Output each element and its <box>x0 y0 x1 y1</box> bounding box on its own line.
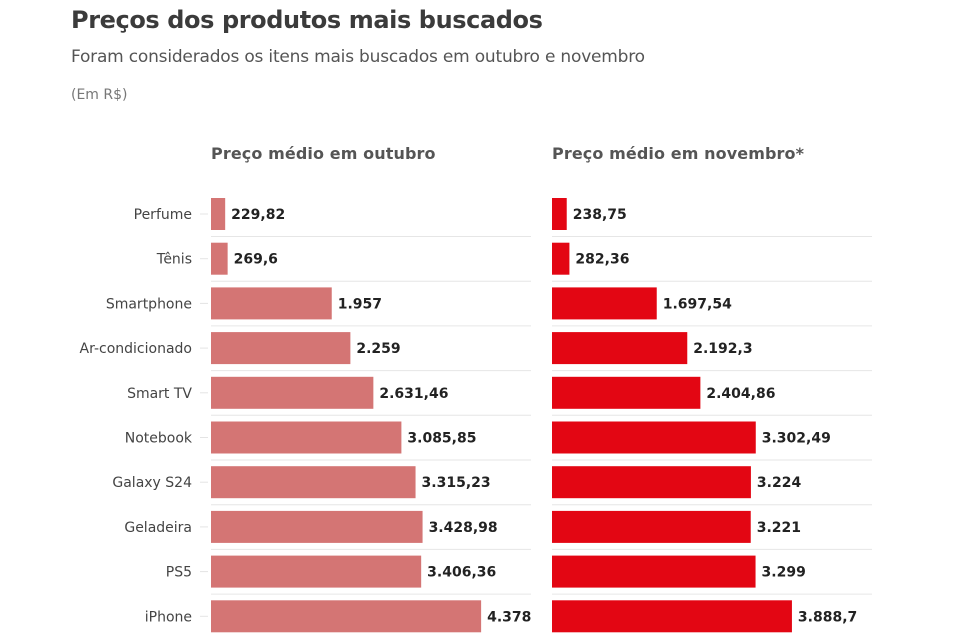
bar-november <box>552 287 657 320</box>
category-label: Smart TV <box>127 386 192 402</box>
bar-october <box>211 242 228 275</box>
category-label: Smartphone <box>106 296 192 312</box>
chart-title: Preços dos produtos mais buscados <box>71 6 543 34</box>
value-label: 3.085,85 <box>407 431 476 447</box>
bar-october <box>211 287 332 320</box>
category-label: Perfume <box>134 207 192 223</box>
bar-november <box>552 510 751 543</box>
bar-november <box>552 376 701 409</box>
bar-november <box>552 198 567 230</box>
bar-october <box>211 198 226 230</box>
bar-november <box>552 421 756 454</box>
bar-november <box>552 332 688 365</box>
category-label: iPhone <box>145 609 192 625</box>
bar-october <box>211 555 422 588</box>
chart-subtitle: Foram considerados os itens mais buscado… <box>71 47 645 67</box>
value-label: 3.406,36 <box>427 565 496 581</box>
value-label: 3.221 <box>757 520 801 536</box>
bar-october <box>211 600 482 633</box>
bar-october <box>211 510 423 543</box>
bar-october <box>211 376 374 409</box>
bar-october <box>211 421 402 454</box>
bar-november <box>552 466 751 499</box>
category-label: Galaxy S24 <box>112 475 192 491</box>
value-label: 3.888,7 <box>798 609 857 625</box>
bar-october <box>211 466 416 499</box>
value-label: 3.315,23 <box>422 475 491 491</box>
category-label: Ar-condicionado <box>80 341 192 357</box>
value-label: 1.957 <box>338 296 382 312</box>
value-label: 2.192,3 <box>693 341 752 357</box>
value-label: 269,6 <box>234 252 278 268</box>
value-label: 3.224 <box>757 475 802 491</box>
category-label: Geladeira <box>124 520 192 536</box>
bar-october <box>211 332 351 365</box>
value-label: 2.259 <box>356 341 400 357</box>
value-label: 238,75 <box>573 207 627 223</box>
value-label: 282,36 <box>575 252 629 268</box>
bar-november <box>552 600 792 633</box>
value-label: 3.302,49 <box>762 431 831 447</box>
category-label: Tênis <box>156 252 192 268</box>
bar-november <box>552 242 570 275</box>
unit-note: (Em R$) <box>71 87 128 103</box>
panel-title-october: Preço médio em outubro <box>211 144 436 163</box>
value-label: 3.428,98 <box>429 520 498 536</box>
value-label: 229,82 <box>231 207 285 223</box>
panel-title-november: Preço médio em novembro* <box>552 144 805 163</box>
value-label: 3.299 <box>762 565 806 581</box>
category-label: Notebook <box>125 431 193 447</box>
value-label: 2.404,86 <box>706 386 775 402</box>
value-label: 2.631,46 <box>379 386 448 402</box>
value-label: 1.697,54 <box>663 296 732 312</box>
category-label: PS5 <box>166 565 192 581</box>
value-label: 4.378 <box>487 609 531 625</box>
bar-november <box>552 555 756 588</box>
